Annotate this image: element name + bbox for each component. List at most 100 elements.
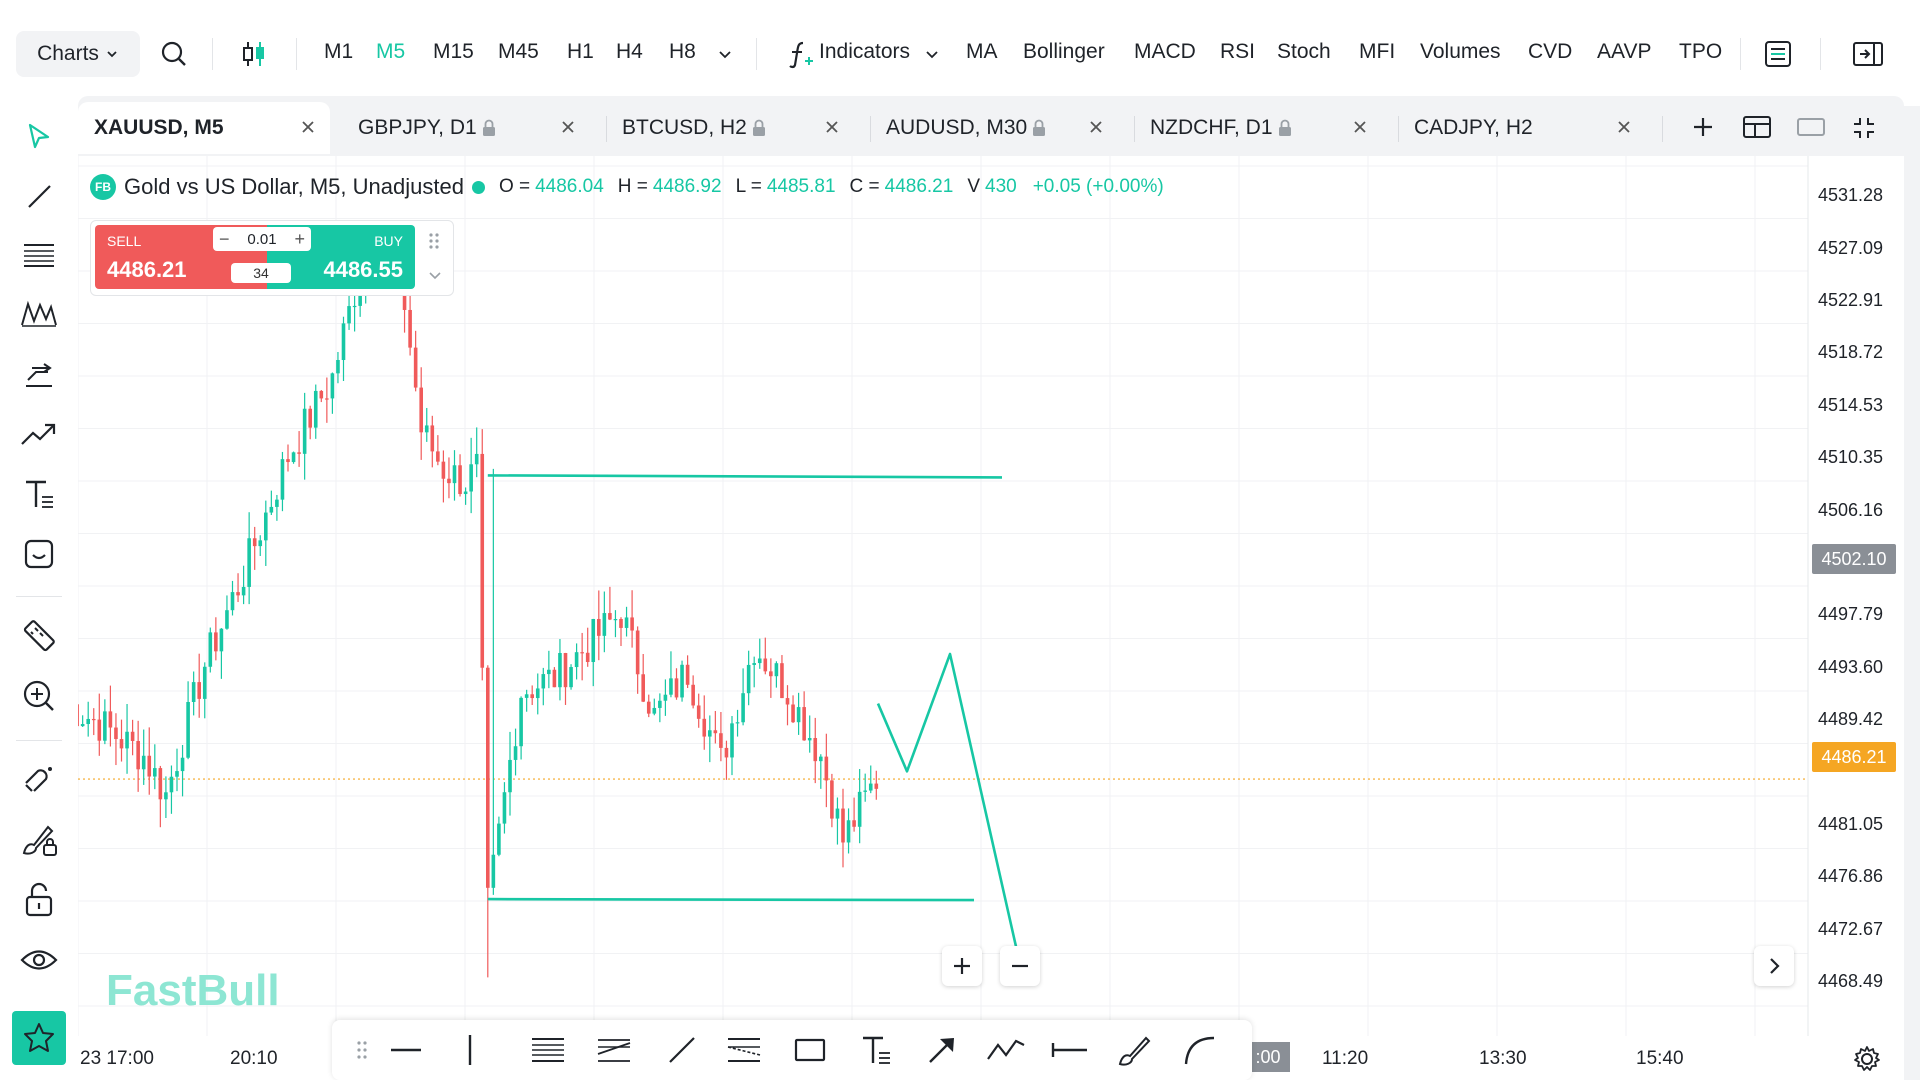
candle-body xyxy=(835,808,840,819)
window-icon[interactable] xyxy=(1796,114,1826,140)
indicator-rsi[interactable]: RSI xyxy=(1220,40,1256,63)
add-tab-icon[interactable] xyxy=(1690,114,1716,140)
horizontal-ray-icon[interactable] xyxy=(1050,1030,1090,1070)
indicator-volumes[interactable]: Volumes xyxy=(1420,40,1501,63)
arc-icon[interactable] xyxy=(1180,1030,1220,1070)
charts-menu-button[interactable]: Charts xyxy=(16,31,140,77)
tab-nzdchf[interactable]: NZDCHF, D1 xyxy=(1134,102,1386,154)
indicator-macd[interactable]: MACD xyxy=(1134,40,1196,63)
indicator-stoch[interactable]: Stoch xyxy=(1277,40,1331,63)
magnet-icon[interactable] xyxy=(17,758,61,802)
pattern-icon[interactable] xyxy=(17,292,61,336)
zoom-in-button[interactable] xyxy=(942,946,982,986)
favorites-star-button[interactable] xyxy=(12,1011,66,1065)
chevron-down-icon[interactable] xyxy=(427,267,443,283)
close-icon[interactable] xyxy=(1086,117,1106,137)
text-tool-icon[interactable] xyxy=(17,472,61,516)
indicator-tpo[interactable]: TPO xyxy=(1679,40,1723,63)
close-icon[interactable] xyxy=(822,117,842,137)
text-tool-icon[interactable] xyxy=(856,1030,896,1070)
candle-body xyxy=(646,701,651,714)
arrow-tool-icon[interactable] xyxy=(922,1030,962,1070)
tab-label: BTCUSD, H2 xyxy=(622,116,747,139)
ruler-icon[interactable] xyxy=(17,614,61,658)
zoom-out-button[interactable] xyxy=(1000,946,1040,986)
polyline-icon[interactable] xyxy=(986,1030,1026,1070)
timeframe-m5[interactable]: M5 xyxy=(376,40,406,63)
candle-body xyxy=(347,306,351,324)
tab-btcusd[interactable]: BTCUSD, H2 xyxy=(606,102,858,154)
tab-audusd[interactable]: AUDUSD, M30 xyxy=(870,102,1122,154)
parallel-channel-icon[interactable] xyxy=(594,1030,634,1070)
trend-arrow-icon[interactable] xyxy=(17,412,61,456)
close-icon[interactable] xyxy=(1350,117,1370,137)
unlock-icon[interactable] xyxy=(17,878,61,922)
candle-type-icon[interactable] xyxy=(234,34,274,74)
indicator-ma[interactable]: MA xyxy=(966,40,998,63)
lot-size-value[interactable]: 0.01 xyxy=(247,230,277,248)
timeframe-m15[interactable]: M15 xyxy=(433,40,474,63)
more-timeframes-icon[interactable] xyxy=(705,34,745,74)
function-icon[interactable] xyxy=(780,34,820,74)
indicator-bollinger[interactable]: Bollinger xyxy=(1023,40,1105,63)
buy-button[interactable]: BUY 4486.55 xyxy=(267,225,415,289)
tab-gbpjpy[interactable]: GBPJPY, D1 xyxy=(342,102,594,154)
candle-body xyxy=(264,512,268,541)
toolbar-divider xyxy=(1740,38,1741,70)
lot-size-stepper[interactable]: − 0.01 + xyxy=(213,227,311,251)
trend-line-icon[interactable] xyxy=(17,174,61,218)
search-icon[interactable] xyxy=(154,34,194,74)
candle-body xyxy=(319,390,324,399)
close-icon[interactable] xyxy=(558,117,578,137)
timeframe-h8[interactable]: H8 xyxy=(669,40,696,63)
fib-retracement-icon[interactable] xyxy=(17,232,61,276)
indicator-mfi[interactable]: MFI xyxy=(1359,40,1396,63)
ray-line-icon[interactable] xyxy=(662,1030,702,1070)
candle-body xyxy=(857,791,862,827)
emoji-sticker-icon[interactable] xyxy=(17,532,61,576)
brush-lock-icon[interactable] xyxy=(17,818,61,862)
timeframe-m1[interactable]: M1 xyxy=(324,40,354,63)
lot-decrease-button[interactable]: − xyxy=(219,228,230,249)
exit-fullscreen-icon[interactable] xyxy=(1850,114,1878,142)
horizontal-line-icon[interactable] xyxy=(386,1030,426,1070)
candle-body xyxy=(547,669,551,675)
timeframe-h1[interactable]: H1 xyxy=(567,40,594,63)
eye-icon[interactable] xyxy=(17,938,61,982)
candle-body xyxy=(708,730,712,737)
cursor-icon[interactable] xyxy=(17,114,61,158)
scroll-right-button[interactable] xyxy=(1754,946,1794,986)
vertical-line-icon[interactable] xyxy=(450,1030,490,1070)
lot-increase-button[interactable]: + xyxy=(294,228,305,249)
candle-body xyxy=(78,704,79,727)
indicator-cvd[interactable]: CVD xyxy=(1528,40,1573,63)
rectangle-icon[interactable] xyxy=(790,1030,830,1070)
close-label: C = xyxy=(849,176,880,197)
indicator-aavp[interactable]: AAVP xyxy=(1597,40,1652,63)
timeframe-m45[interactable]: M45 xyxy=(498,40,539,63)
zoom-in-icon[interactable] xyxy=(17,674,61,718)
forecast-icon[interactable] xyxy=(17,352,61,396)
drag-handle-icon[interactable] xyxy=(342,1030,382,1070)
close-icon[interactable] xyxy=(1614,117,1634,137)
chart-area[interactable]: FB Gold vs US Dollar, M5, Unadjusted O =… xyxy=(78,156,1904,1080)
tab-divider xyxy=(870,116,871,142)
close-icon[interactable] xyxy=(298,117,318,137)
timeframe-h4[interactable]: H4 xyxy=(616,40,643,63)
indicators-menu[interactable]: Indicators xyxy=(819,40,911,63)
collapse-panel-icon[interactable] xyxy=(1848,34,1888,74)
layout-grid-icon[interactable] xyxy=(1742,114,1772,140)
fib-fan-icon[interactable] xyxy=(724,1030,764,1070)
candle-body xyxy=(752,663,756,665)
chevron-down-icon[interactable] xyxy=(912,34,952,74)
brush-icon[interactable] xyxy=(1114,1030,1154,1070)
tab-cadjpy[interactable]: CADJPY, H2 xyxy=(1398,102,1650,154)
gear-icon[interactable] xyxy=(1852,1044,1882,1074)
tab-xauusd[interactable]: XAUUSD, M5 xyxy=(78,102,330,154)
lock-icon xyxy=(1278,119,1291,136)
fib-levels-icon[interactable] xyxy=(528,1030,568,1070)
candle-body xyxy=(180,757,185,772)
layers-icon[interactable] xyxy=(1758,34,1798,74)
candle-body xyxy=(702,718,707,737)
drag-handle-icon[interactable] xyxy=(427,231,441,251)
